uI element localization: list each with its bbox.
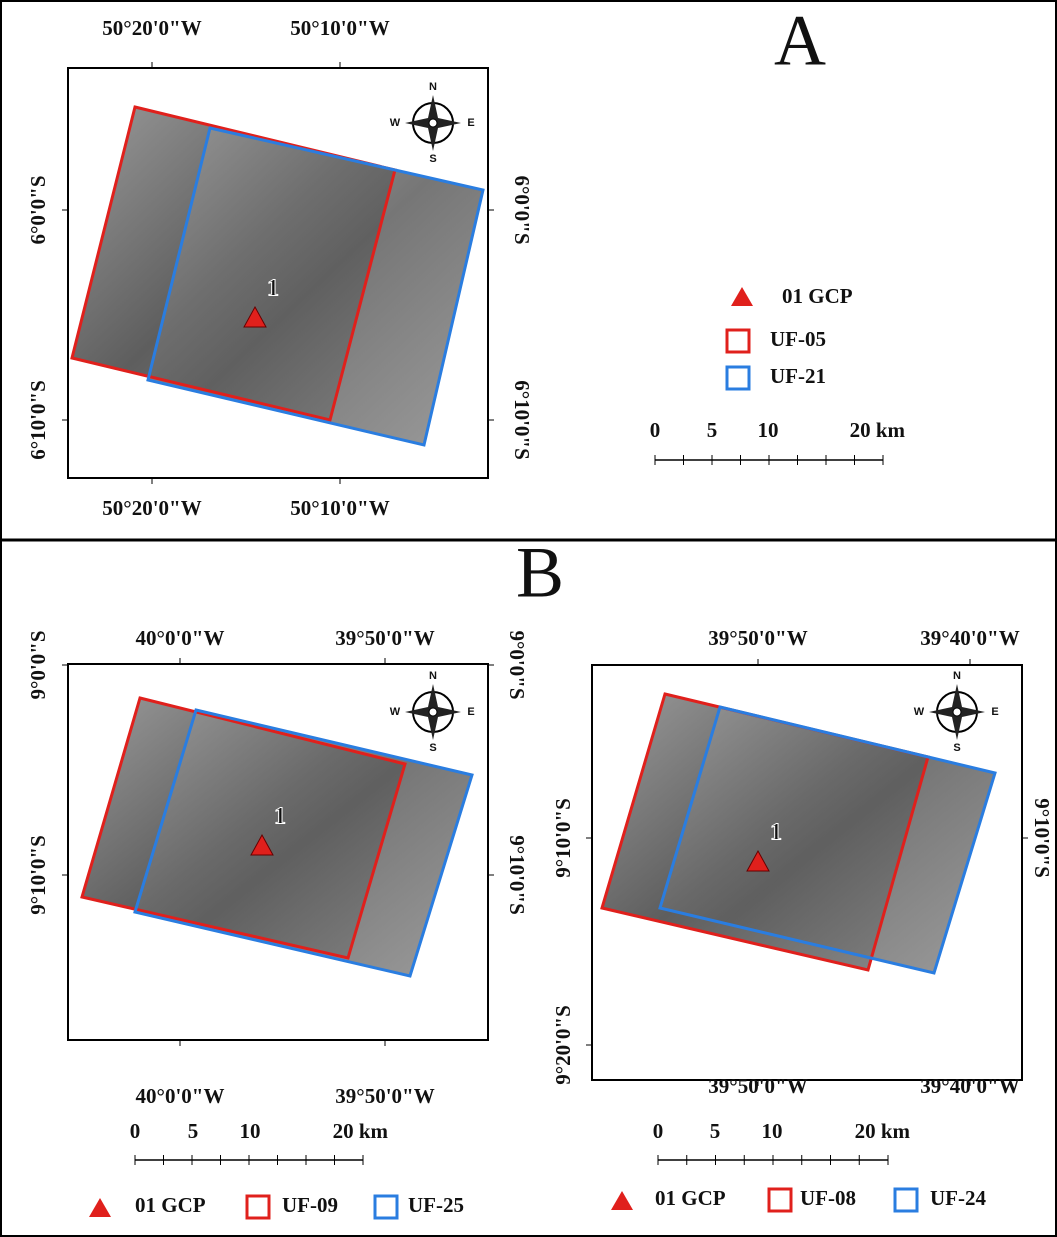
compass-center [428, 118, 438, 128]
latitude-label: 6°0'0"S [510, 175, 534, 244]
footprint-blue [146, 126, 485, 447]
scale-label: 20 km [333, 1119, 389, 1143]
footprint-blue [133, 708, 474, 978]
imagery [660, 707, 995, 973]
latitude-label: 9°10'0"S [26, 835, 50, 915]
longitude-label: 39°40'0"W [920, 1074, 1019, 1098]
scale-label: 0 [650, 418, 661, 442]
scale-label: 10 [762, 1119, 783, 1143]
gcp-label: 1 [770, 820, 782, 846]
legend-label: 01 GCP [135, 1193, 206, 1217]
longitude-label: 40°0'0"W [136, 626, 225, 650]
latitude-label: 6°10'0"S [510, 380, 534, 460]
longitude-label: 50°20'0"W [102, 16, 201, 40]
legend-blue-symbol [725, 365, 751, 391]
longitude-label: 39°50'0"W [335, 1084, 434, 1108]
compass-letter: N [429, 670, 437, 682]
compass-letter: S [429, 742, 436, 754]
latitude-label: 9°0'0"S [26, 630, 50, 699]
legend-label: UF-08 [800, 1186, 856, 1210]
gcp-label: 1 [274, 804, 286, 830]
legend-label: UF-05 [770, 327, 826, 351]
legend-label: UF-09 [282, 1193, 338, 1217]
compass-letter: E [991, 706, 998, 718]
longitude-label: 50°10'0"W [290, 496, 389, 520]
legend-gcp-symbol [611, 1191, 633, 1210]
legend-blue-symbol [893, 1187, 919, 1213]
gcp-marker [243, 305, 267, 328]
latitude-label: 6°0'0"S [26, 175, 50, 244]
footprint-red [80, 696, 407, 960]
latitude-label: 9°20'0"S [551, 1005, 575, 1085]
compass-letter: W [914, 706, 925, 718]
gcp-marker [250, 833, 274, 856]
scale-label: 0 [653, 1119, 664, 1143]
longitude-label: 50°10'0"W [290, 16, 389, 40]
legend-label: UF-25 [408, 1193, 464, 1217]
legend-label: UF-24 [930, 1186, 986, 1210]
imagery [135, 710, 472, 976]
gcp-label: 1 [267, 276, 279, 302]
legend-gcp-symbol [731, 287, 753, 306]
legend-blue-symbol [373, 1194, 399, 1220]
longitude-label: 39°50'0"W [708, 626, 807, 650]
longitude-label: 39°40'0"W [920, 626, 1019, 650]
scale-label: 10 [758, 418, 779, 442]
compass-letter: N [953, 670, 961, 682]
latitude-label: 6°10'0"S [26, 380, 50, 460]
legend-gcp-symbol [89, 1198, 111, 1217]
legend-label: UF-21 [770, 364, 826, 388]
imagery [148, 128, 483, 445]
longitude-label: 40°0'0"W [136, 1084, 225, 1108]
panel-title: A [774, 1, 826, 81]
gcp-marker [746, 849, 770, 872]
latitude-label: 9°10'0"S [505, 835, 529, 915]
compass-center [428, 707, 438, 717]
compass-letter: N [429, 81, 437, 93]
compass-letter: S [429, 153, 436, 165]
latitude-label: 9°0'0"S [505, 630, 529, 699]
latitude-label: 9°10'0"S [1030, 798, 1054, 878]
latitude-label: 9°10'0"S [551, 798, 575, 878]
legend-red-symbol [245, 1194, 271, 1220]
legend-red-symbol [767, 1187, 793, 1213]
scale-label: 10 [240, 1119, 261, 1143]
scale-label: 20 km [850, 418, 906, 442]
legend-label: 01 GCP [782, 284, 853, 308]
compass-letter: S [953, 742, 960, 754]
panel-title: B [516, 533, 564, 613]
footprint-blue [658, 705, 997, 975]
compass-letter: W [390, 117, 401, 129]
scale-label: 5 [707, 418, 718, 442]
scale-label: 20 km [855, 1119, 911, 1143]
scale-label: 0 [130, 1119, 141, 1143]
longitude-label: 39°50'0"W [708, 1074, 807, 1098]
compass-letter: E [467, 706, 474, 718]
legend-red-symbol [725, 328, 751, 354]
scale-label: 5 [188, 1119, 199, 1143]
legend-label: 01 GCP [655, 1186, 726, 1210]
compass-letter: W [390, 706, 401, 718]
compass-center [952, 707, 962, 717]
longitude-label: 50°20'0"W [102, 496, 201, 520]
longitude-label: 39°50'0"W [335, 626, 434, 650]
compass-letter: E [467, 117, 474, 129]
scale-label: 5 [710, 1119, 721, 1143]
